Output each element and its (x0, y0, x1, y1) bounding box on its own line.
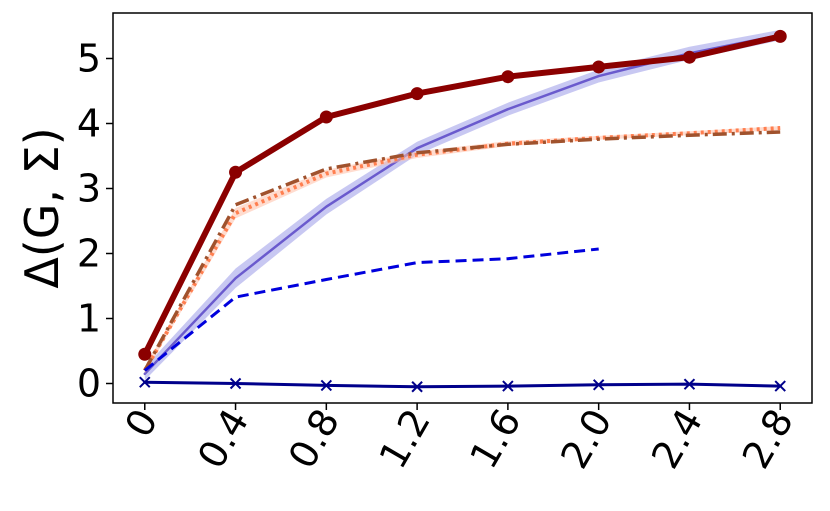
y-axis-title: Δ(G, Σ) (15, 127, 69, 288)
x-tick-label: 0.4 (189, 402, 257, 476)
series-4 (143, 247, 599, 372)
y-tick-label: 2 (77, 232, 101, 276)
series-5 (139, 376, 786, 393)
series-5-point (502, 380, 514, 392)
y-tick-label: 3 (77, 167, 101, 211)
series-5-point (411, 381, 423, 393)
series-3 (143, 130, 781, 372)
series-2 (143, 126, 781, 374)
x-tick-label: 1.2 (371, 402, 439, 476)
series-5-point (229, 377, 242, 390)
series-6-point (773, 29, 787, 43)
x-tick-label: 1.6 (461, 402, 529, 476)
series-5-point (320, 379, 333, 392)
y-tick-label: 4 (77, 102, 101, 146)
x-tick-label: 0.8 (280, 402, 348, 476)
series-4-line (143, 247, 599, 372)
series-3-line (143, 130, 781, 372)
plot-frame (112, 12, 813, 404)
series-6-point (682, 50, 696, 64)
series-6 (138, 29, 787, 361)
series-5-point (683, 378, 696, 390)
series-5-point (774, 380, 786, 392)
series-6-point (501, 70, 515, 84)
series-6-line (141, 33, 784, 358)
y-tick-label: 5 (77, 37, 101, 81)
plot-area (138, 29, 787, 393)
series-5-line (143, 380, 782, 389)
series-2-band (144, 126, 781, 374)
series-6-point (410, 87, 424, 101)
axes: 0 1 2 3 4 5 0 0.4 0.8 1.2 1.6 2.0 2.4 2.8 (77, 12, 813, 476)
x-tick-label: 2.4 (643, 402, 711, 476)
x-tick-label: 0 (116, 402, 166, 445)
series-5-point (592, 379, 605, 391)
series-6-point (319, 110, 333, 124)
x-tick-label: 2.0 (552, 402, 620, 476)
x-tick-label: 2.8 (734, 402, 802, 476)
series-2-line (143, 126, 781, 372)
series-6-point (592, 60, 606, 74)
series-5-point (139, 376, 151, 388)
y-tick-label: 0 (77, 362, 101, 406)
series-6-point (229, 165, 243, 179)
y-tick-label: 1 (77, 297, 101, 341)
series-6-point (138, 347, 152, 361)
